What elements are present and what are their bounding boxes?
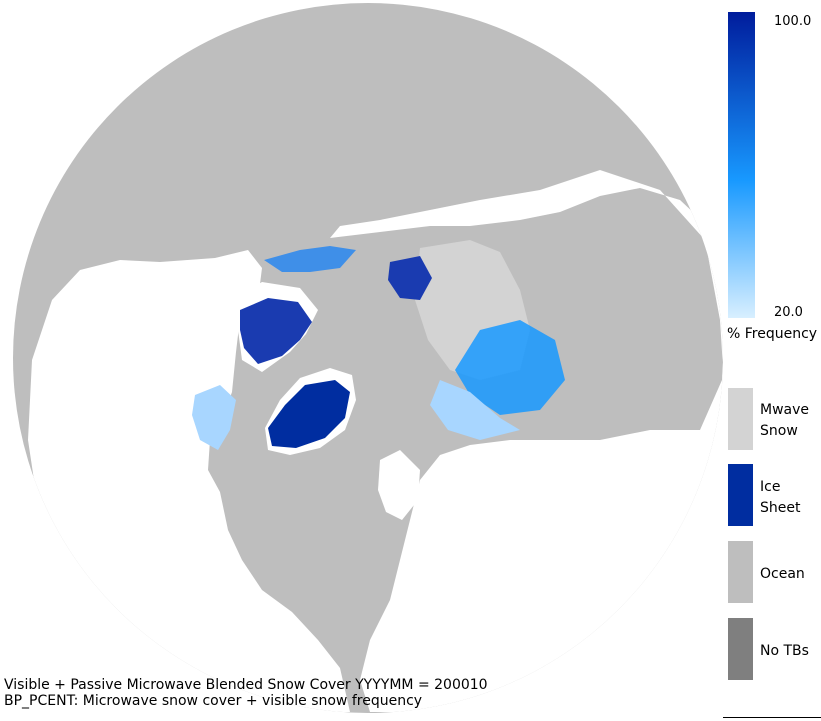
- caption-line-2: BP_PCENT: Microwave snow cover + visible…: [4, 693, 423, 709]
- legend-label-ice-sheet: Ice Sheet: [760, 479, 801, 516]
- ice-sheet-greenland: [268, 380, 350, 448]
- bottom-rule: [723, 717, 821, 718]
- snow-frequency-siberia: [455, 320, 565, 415]
- legend-label-no-tbs: No TBs: [760, 643, 809, 659]
- caption-line-1: Visible + Passive Microwave Blended Snow…: [4, 677, 488, 693]
- snow-frequency-arctic-islands: [240, 298, 312, 364]
- legend-label-ocean: Ocean: [760, 566, 805, 582]
- snow-frequency-mid: [264, 246, 356, 272]
- scandinavia-landmass: [378, 450, 420, 520]
- legend-swatch-ice-sheet: [728, 464, 753, 526]
- snow-frequency-taymyr: [388, 256, 432, 300]
- north-america-landmass: [28, 250, 350, 712]
- colorbar-max-label: 100.0: [774, 14, 812, 29]
- legend-label-mwave-snow: Mwave Snow: [760, 402, 810, 439]
- legend-swatch-mwave-snow: [728, 388, 753, 450]
- snow-frequency-canada: [192, 385, 236, 450]
- colorbar: [728, 12, 755, 318]
- colorbar-title: % Frequency: [727, 326, 818, 342]
- legend-swatch-no-tbs: [728, 618, 753, 680]
- colorbar-min-label: 20.0: [774, 305, 803, 320]
- colorbar-gradient: [728, 12, 755, 318]
- snow-frequency-siberia-light: [430, 380, 520, 440]
- eurasia-landmass: [330, 170, 723, 712]
- legend-swatch-ocean: [728, 541, 753, 603]
